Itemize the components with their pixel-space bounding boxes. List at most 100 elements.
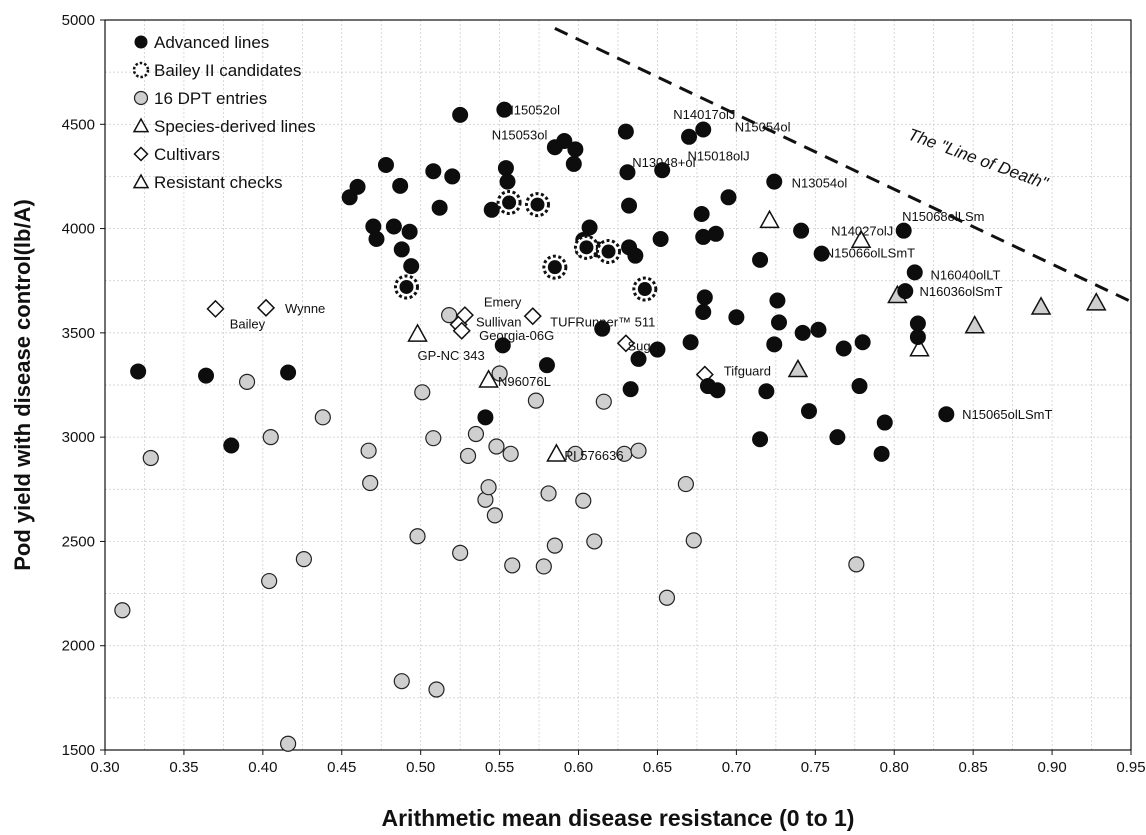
point-label: Sugg (627, 338, 657, 353)
data-point-advanced-lines (766, 336, 783, 353)
x-tick-label: 0.95 (1116, 759, 1145, 776)
point-label: N96076L (498, 374, 551, 389)
data-point-advanced-lines (594, 320, 611, 337)
data-point-advanced-lines (377, 156, 394, 173)
data-point-advanced-lines (401, 223, 418, 240)
data-point-advanced-lines (851, 378, 868, 395)
point-label: N15018olJ (687, 149, 749, 164)
point-label: Georgia-06G (479, 328, 554, 343)
data-point-resistant-checks (546, 443, 567, 462)
legend-marker (132, 117, 150, 133)
legend-marker (133, 146, 149, 162)
data-point-resistant-checks (850, 229, 872, 248)
data-point-bailey-ii-candidates (573, 234, 599, 260)
data-point-bailey-ii-candidates (496, 190, 522, 215)
data-point-bailey-ii-candidates (524, 192, 550, 218)
data-point-advanced-lines (130, 363, 147, 380)
data-point-species-derived-lines (1085, 292, 1107, 311)
data-point-advanced-lines (752, 431, 769, 448)
data-point-advanced-lines (909, 329, 926, 346)
data-point-advanced-lines (766, 173, 783, 190)
x-axis-ticks: 0.30 0.35 0.40 0.45 0.50 0.55 0.60 0.65 0.70 0.75… (90, 750, 1146, 776)
data-point-advanced-lines (835, 340, 852, 357)
data-point-bailey-ii-candidates (393, 274, 419, 300)
data-point-species-derived-lines (1030, 296, 1052, 315)
data-point-advanced-lines (695, 121, 712, 138)
data-point-advanced-lines (696, 289, 713, 306)
data-point-resistant-checks (909, 337, 930, 357)
data-point-16-dpt-entries (360, 442, 377, 459)
data-point-advanced-lines (909, 315, 926, 332)
data-point-advanced-lines (494, 337, 511, 354)
legend-marker (134, 35, 148, 49)
x-tick-label: 0.75 (801, 759, 830, 776)
point-label: N15065olLSmT (962, 407, 1052, 422)
data-point-16-dpt-entries (630, 442, 647, 459)
data-point-16-dpt-entries (677, 475, 694, 493)
data-point-advanced-lines (496, 101, 513, 118)
data-point-16-dpt-entries (480, 479, 497, 496)
data-point-16-dpt-entries (685, 532, 702, 549)
y-tick-label: 2500 (62, 533, 95, 550)
x-tick-label: 0.40 (248, 759, 277, 776)
data-point-advanced-lines (707, 225, 724, 242)
y-tick-label: 3000 (62, 429, 95, 446)
data-point-advanced-lines (695, 304, 712, 320)
data-point-advanced-lines (630, 350, 647, 367)
x-tick-label: 0.65 (643, 759, 672, 776)
point-label: Tifguard (724, 363, 771, 378)
y-tick-label: 1500 (62, 742, 95, 759)
line-of-death (554, 26, 1132, 303)
y-tick-label: 4500 (62, 116, 95, 133)
data-point-advanced-lines (693, 205, 710, 222)
data-point-16-dpt-entries (491, 365, 508, 382)
point-label: N15052ol (504, 103, 560, 118)
data-point-16-dpt-entries (488, 438, 505, 455)
data-point-16-dpt-entries (409, 528, 426, 545)
data-point-advanced-lines (728, 309, 745, 326)
x-tick-label: 0.60 (564, 759, 593, 776)
x-tick-label: 0.90 (1037, 759, 1066, 776)
data-point-advanced-lines (483, 201, 500, 218)
data-point-advanced-lines (198, 367, 215, 384)
legend-label: Resistant checks (154, 173, 283, 192)
data-point-species-derived-lines (787, 358, 809, 378)
data-point-bailey-ii-candidates (542, 254, 568, 280)
data-point-16-dpt-entries (502, 445, 519, 462)
point-label: N15066olLSmT (825, 246, 915, 261)
x-tick-label: 0.30 (90, 759, 119, 776)
plot-frame (104, 19, 1132, 751)
point-label: N16040olLT (931, 267, 1001, 282)
x-tick-label: 0.35 (169, 759, 198, 776)
data-point-16-dpt-entries (848, 556, 865, 573)
data-point-advanced-lines (385, 218, 402, 235)
data-point-16-dpt-entries (295, 551, 312, 568)
point-label: N13054ol (792, 176, 848, 191)
data-point-16-dpt-entries (393, 673, 410, 690)
data-point-advanced-lines (617, 123, 634, 140)
data-point-16-dpt-entries (114, 602, 131, 619)
data-point-16-dpt-entries (486, 507, 503, 524)
data-point-cultivars (616, 334, 635, 353)
point-label: TUFRunner™ 511 (550, 314, 655, 329)
data-point-cultivars (455, 306, 474, 325)
y-tick-label: 2000 (62, 638, 95, 655)
point-label: Wynne (285, 301, 325, 316)
data-point-advanced-lines (393, 241, 410, 258)
data-point-advanced-lines (758, 383, 775, 400)
data-point-advanced-lines (444, 168, 461, 185)
data-point-advanced-lines (876, 414, 893, 431)
legend-label: 16 DPT entries (154, 89, 267, 108)
data-point-advanced-lines (425, 163, 442, 180)
data-point-advanced-lines (556, 132, 573, 149)
data-point-16-dpt-entries (262, 429, 279, 446)
data-point-advanced-lines (709, 382, 726, 399)
y-tick-label: 4000 (62, 221, 95, 238)
data-point-advanced-lines (682, 334, 699, 351)
data-point-16-dpt-entries (467, 425, 485, 443)
grid-lines (105, 20, 1131, 750)
legend-label: Cultivars (154, 145, 220, 164)
data-point-16-dpt-entries (527, 392, 545, 409)
